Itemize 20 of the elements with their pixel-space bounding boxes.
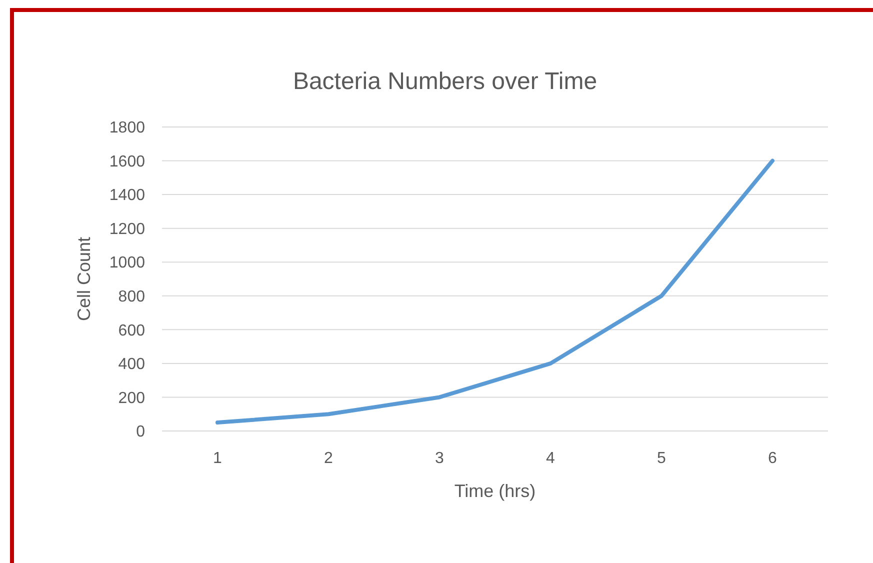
x-tick-label: 2: [324, 450, 334, 467]
y-tick-label: 400: [118, 356, 146, 374]
x-tick-label: 3: [435, 450, 444, 467]
y-tick-label: 800: [118, 288, 146, 306]
y-tick-label: 1200: [109, 220, 146, 238]
chart-title: Bacteria Numbers over Time: [292, 68, 598, 95]
x-tick-label: 1: [213, 450, 222, 467]
x-tick-label: 6: [768, 450, 778, 467]
y-axis-title: Cell Count: [74, 236, 94, 322]
y-tick-label: 200: [118, 390, 146, 407]
y-tick-label: 1800: [109, 120, 146, 137]
x-tick-label: 4: [546, 450, 556, 467]
y-tick-label: 1600: [109, 153, 146, 170]
y-tick-label: 600: [118, 322, 146, 340]
line-series: [216, 158, 774, 425]
y-tick-label: 1400: [109, 187, 146, 204]
y-tick-label: 0: [136, 424, 146, 441]
y-tick-label: 1000: [109, 254, 146, 272]
x-tick-label: 5: [657, 450, 666, 467]
x-axis-title: Time (hrs): [454, 481, 536, 501]
